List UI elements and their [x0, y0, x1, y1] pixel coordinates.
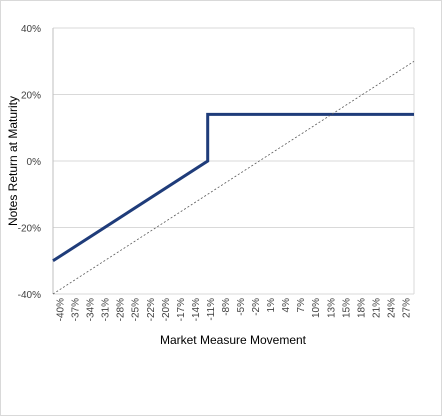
x-tick-label: -5% — [236, 298, 247, 316]
series-line-notes-return — [52, 112, 414, 263]
axis-layer — [52, 28, 415, 294]
x-tick-label: 10% — [311, 298, 322, 318]
x-tick-label: 15% — [341, 298, 352, 318]
x-tick-label: 7% — [296, 298, 307, 313]
x-tick-label: 27% — [401, 298, 412, 318]
y-axis-title: Notes Return at Maturity — [6, 96, 20, 226]
x-tick-label: -34% — [86, 298, 97, 321]
x-tick-label: 1% — [266, 298, 277, 313]
x-tick-label: -20% — [161, 298, 172, 321]
x-tick-label: -11% — [206, 298, 217, 321]
x-tick-label: -8% — [221, 298, 232, 316]
x-tick-label: -25% — [131, 298, 142, 321]
x-tick-label: -14% — [191, 298, 202, 321]
x-tick-label: -31% — [101, 298, 112, 321]
y-tick-label: -20% — [18, 224, 41, 235]
x-tick-label: 24% — [386, 298, 397, 318]
x-axis-title: Market Measure Movement — [160, 333, 307, 347]
grid-layer — [53, 27, 414, 295]
y-tick-label: 0% — [27, 157, 42, 168]
y-tick-label: 20% — [21, 91, 41, 102]
x-tick-label: 21% — [371, 298, 382, 318]
x-tick-label: -37% — [71, 298, 82, 321]
x-tick-label: -40% — [56, 298, 67, 321]
x-tick-label: -2% — [251, 298, 262, 316]
series-layer — [52, 60, 415, 295]
x-tick-label: 13% — [326, 298, 337, 318]
x-tick-label: 18% — [356, 298, 367, 318]
series-line-reference — [52, 60, 415, 295]
x-tick-label: -17% — [176, 298, 187, 321]
y-tick-label: -40% — [18, 290, 41, 301]
x-tick-label: 4% — [281, 298, 292, 313]
x-tick-label: -28% — [116, 298, 127, 321]
y-tick-label: 40% — [21, 24, 41, 35]
tick-layer: 40% 20% 0% -20% -40% -40% -37% -34% -31% -28% -25%… — [18, 24, 413, 321]
x-tick-label: -22% — [146, 298, 157, 321]
